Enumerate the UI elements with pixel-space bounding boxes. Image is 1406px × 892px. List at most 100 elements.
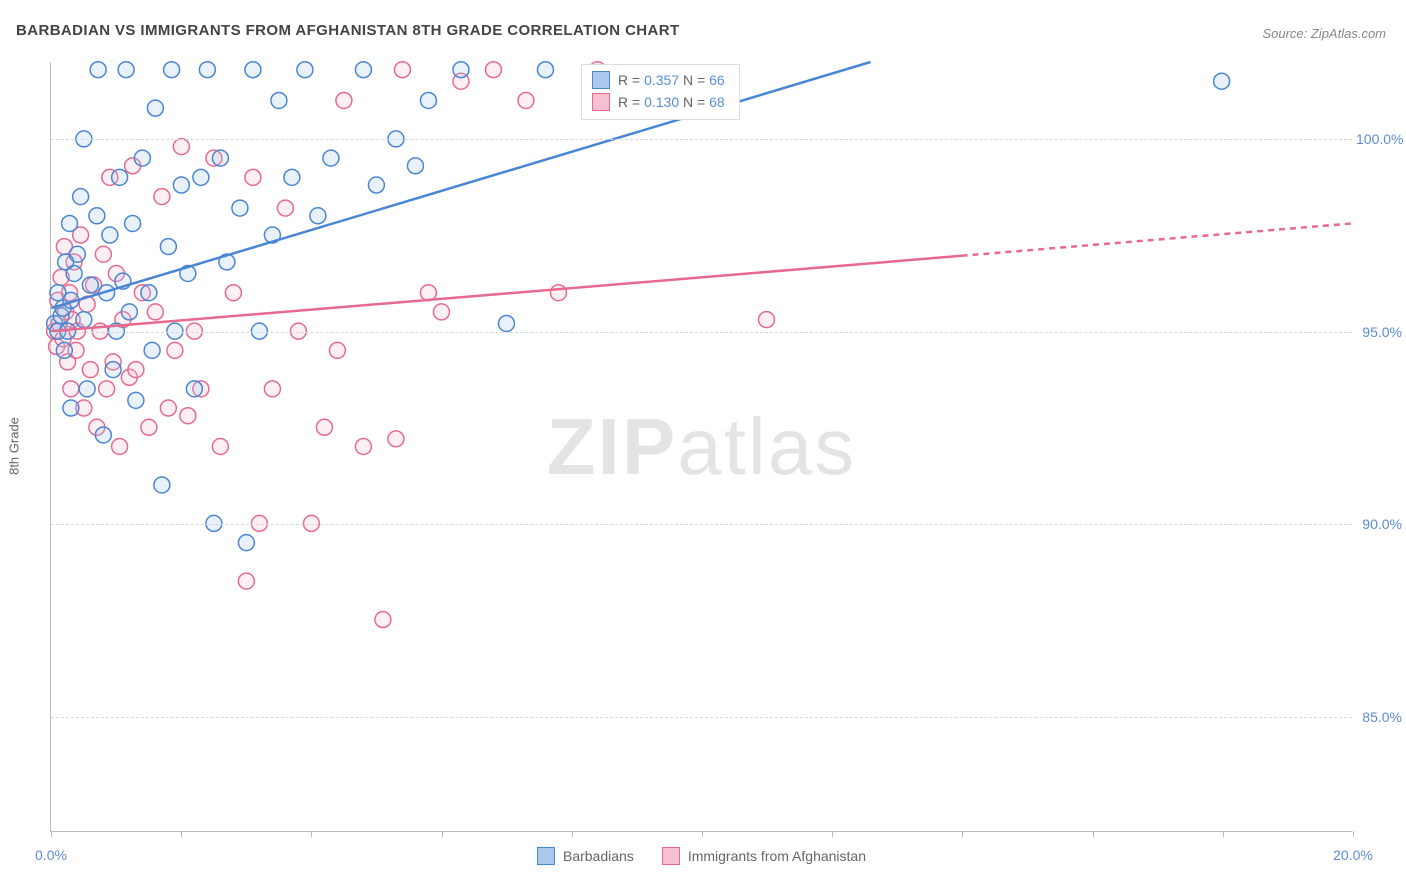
- bottom-legend-item: Barbadians: [537, 847, 634, 865]
- scatter-point: [238, 573, 254, 589]
- scatter-point: [245, 62, 261, 78]
- legend-swatch: [662, 847, 680, 865]
- scatter-point: [284, 169, 300, 185]
- scatter-point: [79, 381, 95, 397]
- scatter-point: [69, 246, 85, 262]
- scatter-point: [271, 92, 287, 108]
- scatter-point: [95, 246, 111, 262]
- legend-label: Immigrants from Afghanistan: [688, 848, 866, 864]
- scatter-point: [232, 200, 248, 216]
- scatter-point: [121, 304, 137, 320]
- series-legend: Barbadians Immigrants from Afghanistan: [51, 847, 1352, 865]
- scatter-point: [316, 419, 332, 435]
- scatter-point: [173, 139, 189, 155]
- scatter-point: [323, 150, 339, 166]
- scatter-point: [368, 177, 384, 193]
- x-tick: [442, 831, 443, 837]
- scatter-point: [167, 342, 183, 358]
- scatter-point: [420, 92, 436, 108]
- scatter-point: [147, 304, 163, 320]
- scatter-point: [154, 189, 170, 205]
- scatter-point: [82, 277, 98, 293]
- x-tick: [311, 831, 312, 837]
- scatter-point: [102, 227, 118, 243]
- scatter-point: [125, 216, 141, 232]
- trend-line-dashed: [962, 223, 1352, 255]
- scatter-point: [118, 62, 134, 78]
- x-tick: [1093, 831, 1094, 837]
- scatter-point: [160, 239, 176, 255]
- scatter-point: [388, 431, 404, 447]
- x-tick: [1353, 831, 1354, 837]
- scatter-point: [537, 62, 553, 78]
- scatter-point: [297, 62, 313, 78]
- legend-swatch: [537, 847, 555, 865]
- x-tick: [51, 831, 52, 837]
- scatter-point: [550, 285, 566, 301]
- scatter-point: [112, 439, 128, 455]
- scatter-point: [238, 535, 254, 551]
- scatter-point: [310, 208, 326, 224]
- gridline: [51, 524, 1352, 525]
- scatter-point: [498, 315, 514, 331]
- x-tick: [962, 831, 963, 837]
- y-tick-label: 100.0%: [1356, 131, 1402, 147]
- legend-row: R = 0.130 N = 68: [592, 91, 725, 113]
- scatter-point: [144, 342, 160, 358]
- scatter-point: [105, 362, 121, 378]
- x-tick: [181, 831, 182, 837]
- bottom-legend-item: Immigrants from Afghanistan: [662, 847, 866, 865]
- scatter-point: [407, 158, 423, 174]
- scatter-point: [82, 362, 98, 378]
- gridline: [51, 139, 1352, 140]
- scatter-point: [1214, 73, 1230, 89]
- legend-text: R = 0.357 N = 66: [618, 69, 725, 91]
- scatter-point: [453, 62, 469, 78]
- correlation-legend: R = 0.357 N = 66R = 0.130 N = 68: [581, 64, 740, 120]
- scatter-point: [193, 169, 209, 185]
- scatter-point: [518, 92, 534, 108]
- scatter-point: [394, 62, 410, 78]
- scatter-point: [199, 62, 215, 78]
- scatter-point: [76, 312, 92, 328]
- scatter-point: [99, 381, 115, 397]
- scatter-point: [66, 265, 82, 281]
- scatter-point: [90, 62, 106, 78]
- x-tick: [1223, 831, 1224, 837]
- chart-container: BARBADIAN VS IMMIGRANTS FROM AFGHANISTAN…: [0, 0, 1406, 892]
- x-tick-label: 20.0%: [1333, 847, 1373, 863]
- scatter-point: [212, 439, 228, 455]
- legend-row: R = 0.357 N = 66: [592, 69, 725, 91]
- scatter-point: [63, 381, 79, 397]
- scatter-point: [164, 62, 180, 78]
- scatter-point: [147, 100, 163, 116]
- scatter-point: [154, 477, 170, 493]
- scatter-point: [264, 381, 280, 397]
- x-tick: [702, 831, 703, 837]
- gridline: [51, 717, 1352, 718]
- scatter-point: [759, 312, 775, 328]
- scatter-point: [141, 419, 157, 435]
- legend-swatch: [592, 71, 610, 89]
- scatter-point: [433, 304, 449, 320]
- scatter-point: [89, 208, 105, 224]
- scatter-point: [355, 62, 371, 78]
- plot-area: ZIPatlas R = 0.357 N = 66R = 0.130 N = 6…: [50, 62, 1352, 832]
- y-axis-label: 8th Grade: [7, 417, 22, 475]
- scatter-point: [112, 169, 128, 185]
- scatter-point: [245, 169, 261, 185]
- scatter-point: [128, 362, 144, 378]
- legend-text: R = 0.130 N = 68: [618, 91, 725, 113]
- scatter-point: [134, 150, 150, 166]
- chart-title: BARBADIAN VS IMMIGRANTS FROM AFGHANISTAN…: [16, 22, 680, 39]
- scatter-point: [355, 439, 371, 455]
- x-tick-label: 0.0%: [35, 847, 67, 863]
- scatter-point: [225, 285, 241, 301]
- scatter-point: [160, 400, 176, 416]
- scatter-point: [141, 285, 157, 301]
- x-tick: [832, 831, 833, 837]
- scatter-point: [73, 189, 89, 205]
- legend-label: Barbadians: [563, 848, 634, 864]
- scatter-point: [329, 342, 345, 358]
- scatter-point: [180, 408, 196, 424]
